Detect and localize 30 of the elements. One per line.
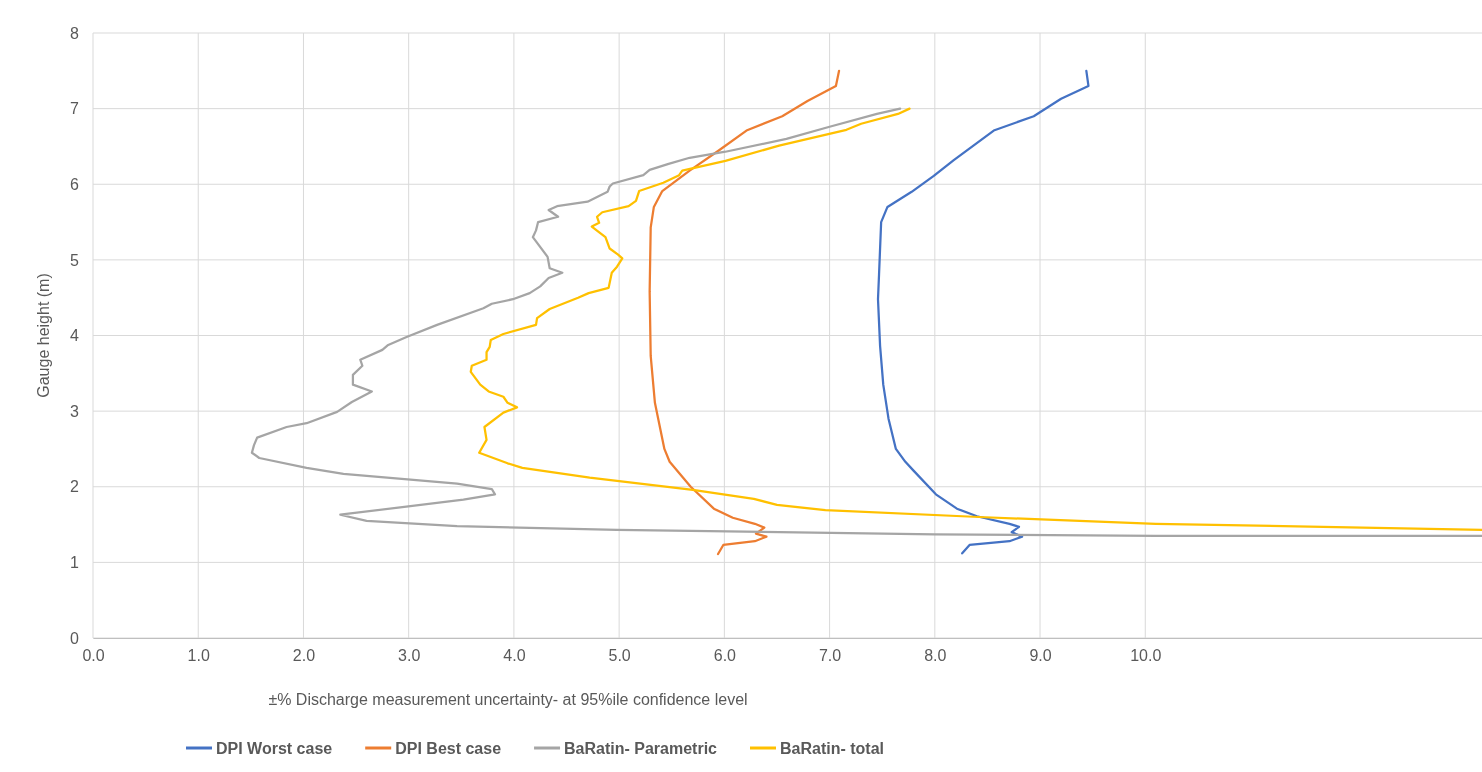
y-tick-label: 4 (70, 327, 80, 345)
legend-label: BaRatin- total (780, 740, 884, 757)
x-tick-label: 1.0 (187, 647, 210, 665)
line-series (250, 107, 1482, 538)
x-tick-label: 7.0 (818, 647, 842, 665)
legend-label: BaRatin- Parametric (564, 740, 718, 757)
y-tick-label: 7 (70, 100, 80, 118)
y-tick-label: 0 (70, 629, 80, 647)
x-tick-label: 3.0 (398, 647, 421, 665)
line-series (648, 69, 841, 556)
line-series (469, 107, 1482, 531)
x-tick-label: 2.0 (292, 647, 316, 665)
y-tick-label: 5 (70, 251, 80, 269)
y-tick-label: 3 (70, 402, 80, 420)
y-tick-label: 8 (70, 24, 80, 42)
x-tick-label: 6.0 (713, 647, 737, 665)
legend-label: DPI Worst case (216, 740, 333, 757)
y-axis-title: Gauge height (m) (35, 273, 52, 398)
x-tick-label: 5.0 (608, 647, 631, 665)
x-tick-label: 9.0 (1029, 647, 1052, 665)
x-tick-label: 8.0 (924, 647, 947, 665)
legend-label: DPI Best case (395, 740, 502, 757)
y-tick-label: 2 (70, 478, 80, 496)
x-tick-label: 10.0 (1130, 647, 1162, 665)
x-axis-title: ±% Discharge measurement uncertainty- at 95%ile confidence level (268, 691, 748, 708)
x-tick-label: 0.0 (82, 647, 105, 665)
x-tick-label: 4.0 (503, 647, 526, 665)
line-series (876, 69, 1090, 555)
y-tick-label: 1 (70, 553, 80, 571)
y-tick-label: 6 (70, 175, 80, 193)
